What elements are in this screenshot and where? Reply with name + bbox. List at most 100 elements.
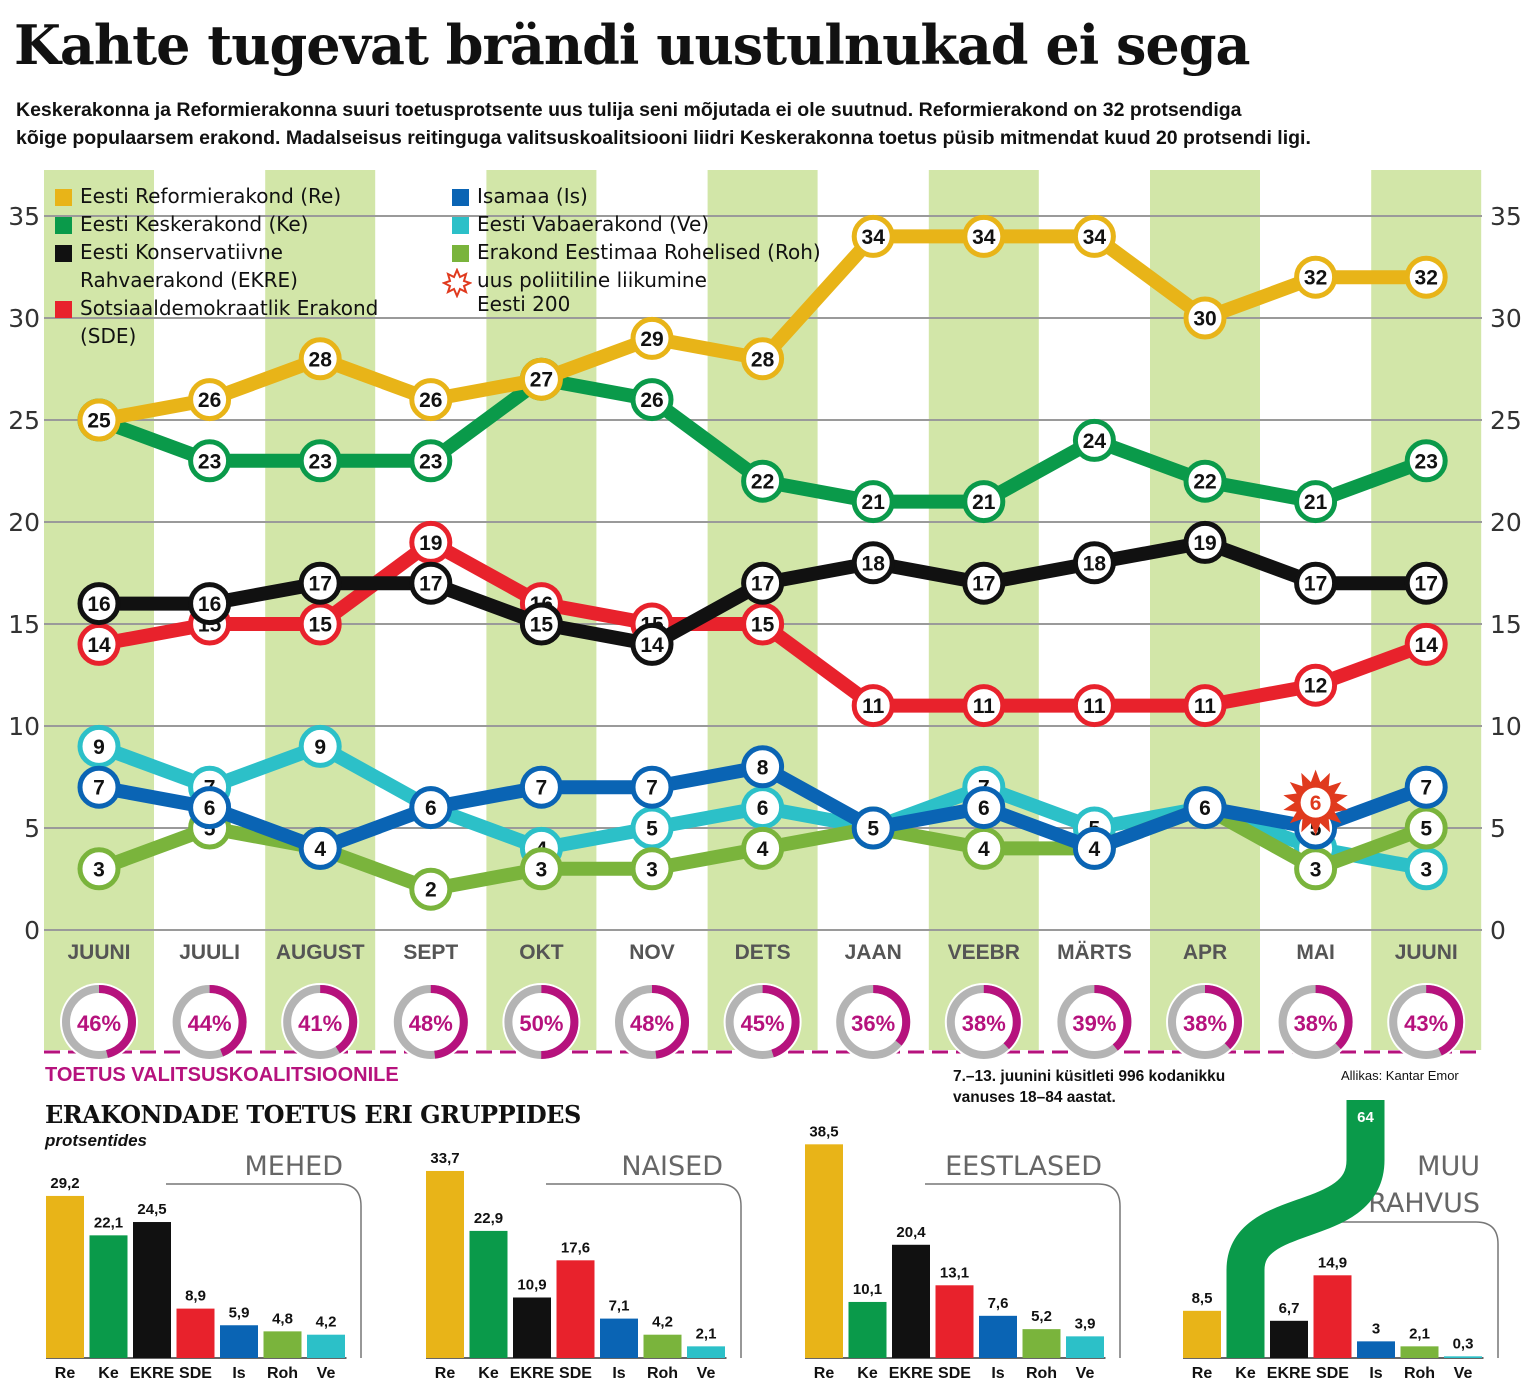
data-label-is: 5 (867, 818, 879, 841)
y-tick-label-left: 10 (8, 712, 40, 741)
month-band (1371, 170, 1482, 1050)
legend-label: uus poliitiline liikumine (477, 268, 707, 292)
data-label-is: 7 (1420, 777, 1432, 800)
page-title: Kahte tugevat brändi uustulnukad ei sega (14, 13, 1251, 77)
data-label-roh: 3 (536, 858, 548, 881)
y-tick-label-left: 25 (8, 406, 40, 435)
legend-label-line2: Rahvaerakond (EKRE) (80, 268, 298, 292)
data-point-re (77, 398, 121, 442)
data-point-ke (188, 439, 232, 483)
legend-label: Erakond Eestimaa Rohelised (Roh) (477, 240, 821, 264)
bar-roh (643, 1334, 682, 1358)
data-point-ekre (519, 602, 563, 646)
data-label-is: 7 (93, 777, 105, 800)
bar-category-label: Is (612, 1365, 625, 1382)
data-point-re (298, 337, 342, 381)
donut-segment (1057, 985, 1132, 1059)
data-label-re: 28 (309, 348, 333, 371)
data-label-sde: 11 (1194, 695, 1217, 718)
legend-label: Eesti Vabaerakond (Ve) (477, 212, 710, 236)
data-point-re (519, 357, 563, 401)
bar-value-label: 4,2 (652, 1314, 673, 1331)
legend-label: Eesti Keskerakond (Ke) (80, 212, 309, 236)
data-point-re (630, 316, 674, 360)
bar-ve (1066, 1336, 1104, 1358)
data-point-ke (1183, 459, 1227, 503)
data-label-ekre: 16 (87, 593, 110, 616)
bar-category-label: SDE (938, 1365, 971, 1382)
donut-label: 39% (1072, 1011, 1116, 1036)
data-point-ve (741, 786, 785, 830)
donut-segment (1278, 985, 1353, 1059)
data-label-roh: 3 (1310, 858, 1322, 881)
data-point-sde (1294, 663, 1338, 707)
data-point-is (409, 786, 453, 830)
data-point-sde (1183, 684, 1227, 728)
bar-is (600, 1318, 638, 1358)
bar-ekre (513, 1297, 551, 1358)
data-label-sde: 12 (1304, 675, 1327, 698)
subtitle: Keskerakonna ja Reformierakonna suuri to… (16, 96, 1516, 152)
y-tick-label-right: 35 (1490, 202, 1522, 231)
bar-category-label: Ve (1454, 1365, 1473, 1382)
data-label-ke: 21 (972, 491, 996, 514)
bar-value-label: 2,1 (696, 1325, 717, 1342)
bar-category-label: Re (814, 1365, 835, 1382)
data-label-ve: 9 (314, 736, 326, 759)
data-point-re (409, 378, 453, 422)
bar-value-label: 8,9 (185, 1288, 206, 1305)
data-label-sde: 11 (1083, 695, 1106, 718)
data-point-ke (1404, 439, 1448, 483)
donut-label: 48% (409, 1011, 453, 1036)
data-point-roh (630, 847, 674, 891)
data-point-ve (298, 724, 342, 768)
panel-frame (925, 1183, 1121, 1358)
legend-label-line2: (SDE) (80, 324, 137, 348)
bar-value-label: 7,1 (609, 1298, 630, 1315)
data-label-ke: 24 (1083, 430, 1107, 453)
data-label-re: 28 (751, 348, 775, 371)
bar-category-label: Is (991, 1365, 1004, 1382)
data-point-re (1404, 255, 1448, 299)
eesti200-marker-center (1300, 787, 1331, 818)
data-point-is (1183, 786, 1227, 830)
x-tick-label: JUULI (179, 941, 240, 964)
bar-ve (307, 1334, 345, 1358)
y-tick-label-left: 0 (24, 916, 40, 945)
y-tick-label-left: 20 (8, 508, 40, 537)
data-label-is: 6 (978, 797, 990, 820)
data-point-ekre (409, 561, 453, 605)
bar-ke (1226, 1100, 1385, 1358)
data-point-sde (409, 520, 453, 564)
donut-segment (504, 985, 579, 1059)
data-label-sde: 14 (1415, 634, 1439, 657)
data-label-ekre: 14 (640, 634, 664, 657)
bar-roh (1400, 1346, 1439, 1358)
legend-label: Isamaa (Is) (477, 184, 588, 208)
data-label-sde: 15 (309, 614, 333, 637)
x-tick-label: JAAN (845, 941, 902, 964)
survey-note: 7.–13. juunini küsitleti 996 kodanikku v… (953, 1066, 1225, 1108)
data-point-ke (298, 439, 342, 483)
x-tick-label: VEEBR (948, 941, 1020, 964)
data-label-ve: 5 (646, 818, 658, 841)
data-point-ekre (77, 582, 121, 626)
data-point-roh (962, 826, 1006, 870)
data-point-re (188, 378, 232, 422)
data-label-ekre: 17 (1415, 573, 1438, 596)
data-point-ve (630, 806, 674, 850)
data-label-roh: 3 (93, 858, 105, 881)
coalition-support-label: TOETUS VALITSUSKOALITSIOONILE (45, 1064, 399, 1086)
data-point-sde (962, 684, 1006, 728)
data-label-ve: 9 (93, 736, 105, 759)
bar-ke (469, 1230, 508, 1358)
y-tick-label-right: 30 (1490, 304, 1522, 333)
bar-category-label: Ke (857, 1365, 878, 1382)
bar-category-label: Ve (1076, 1365, 1095, 1382)
donut-background (1166, 983, 1244, 1060)
legend-swatch (55, 189, 72, 206)
data-label-re: 27 (530, 369, 553, 392)
donut-background (281, 983, 360, 1060)
data-label-ke: 23 (1415, 450, 1438, 473)
